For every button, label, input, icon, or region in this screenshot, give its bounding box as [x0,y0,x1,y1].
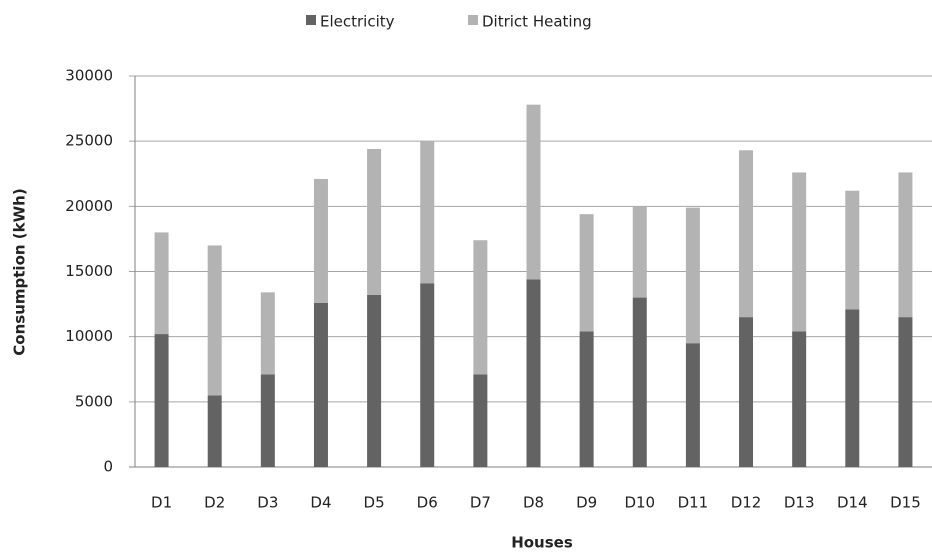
x-tick-label: D6 [417,494,438,512]
x-tick-label: D4 [310,494,331,512]
x-tick-label: D11 [678,494,709,512]
y-tick-label: 15000 [65,262,113,280]
bar-segment [898,317,913,467]
x-tick-label: D13 [784,494,815,512]
bar-segment [260,374,275,467]
y-tick-label: 25000 [65,132,113,150]
bar-segment [154,334,169,467]
legend-swatch [468,15,478,25]
y-tick-label: 30000 [65,67,113,85]
y-axis-title: Consumption (kWh) [11,188,29,355]
x-tick-label: D5 [364,494,385,512]
y-tick-label: 0 [103,458,113,476]
x-tick-label: D10 [624,494,655,512]
bar-segment [260,292,275,375]
bar-segment [154,232,169,335]
x-tick-label: D8 [523,494,544,512]
bar-segment [739,317,754,467]
bar-segment [579,214,594,332]
bar-segment [367,294,382,467]
bar-segment [207,395,222,467]
bar-segment [579,331,594,467]
bar-segment [207,245,222,396]
bar-segment [367,148,382,295]
bar-segment [632,206,647,298]
bar-segment [685,207,700,344]
y-tick-label: 20000 [65,197,113,215]
bar-segment [632,297,647,467]
x-tick-label: D9 [576,494,597,512]
bar-segment [473,374,488,467]
legend-label: Ditrict Heating [482,13,592,31]
x-tick-label: D3 [257,494,278,512]
bar-segment [313,302,328,467]
bar-segment [898,172,913,318]
bar-segment [526,279,541,467]
bar-segment [420,283,435,467]
y-tick-label: 10000 [65,327,113,345]
x-tick-label: D15 [890,494,921,512]
bar-segment [792,331,807,467]
bar-segment [845,309,860,467]
x-axis-title: Houses [511,534,573,552]
x-tick-label: D7 [470,494,491,512]
x-tick-label: D14 [837,494,868,512]
bar-segment [792,172,807,332]
bar-segment [739,150,754,318]
bar-segment [526,104,541,280]
x-tick-label: D1 [151,494,172,512]
x-tick-label: D2 [204,494,225,512]
bar-segment [845,190,860,310]
bar-segment [420,141,435,284]
bar-segment [685,343,700,467]
bar-segment [473,240,488,375]
y-tick-label: 5000 [75,392,113,410]
x-tick-label: D12 [731,494,762,512]
bar-segment [313,178,328,303]
legend-label: Electricity [320,13,395,31]
legend-swatch [306,15,316,25]
